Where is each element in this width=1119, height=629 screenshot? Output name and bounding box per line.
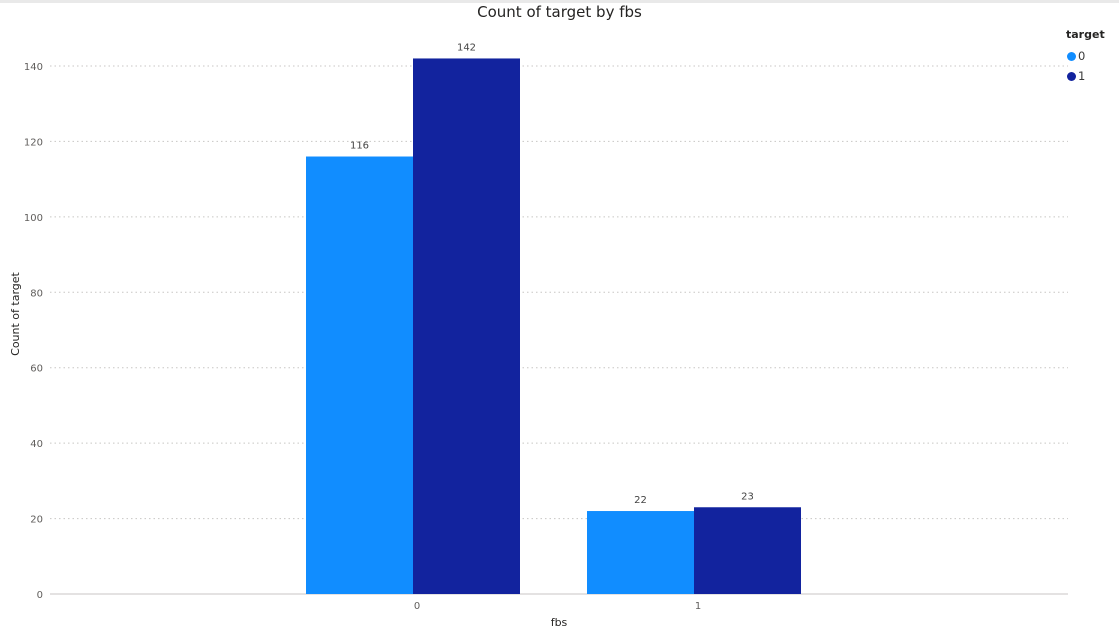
legend-item-1[interactable]: 1 bbox=[1066, 66, 1105, 86]
gridlines bbox=[50, 65, 1068, 595]
legend-label-0: 0 bbox=[1078, 49, 1086, 63]
data-label-fbs0-target1: 142 bbox=[457, 42, 476, 53]
legend-title: target bbox=[1066, 28, 1105, 41]
x-tick-label-0: 0 bbox=[414, 601, 420, 612]
data-label-fbs1-target0: 22 bbox=[634, 495, 647, 506]
y-tick-label-80: 80 bbox=[30, 288, 43, 299]
legend[interactable]: target 0 1 bbox=[1066, 28, 1105, 86]
y-axis-ticks: 0 20 40 60 80 100 120 140 bbox=[24, 62, 43, 601]
y-tick-label-140: 140 bbox=[24, 62, 43, 73]
y-axis-title: Count of target bbox=[9, 271, 22, 355]
chart-title: Count of target by fbs bbox=[477, 3, 642, 21]
bar-fbs0-target1[interactable] bbox=[413, 58, 520, 594]
bar-fbs1-target1[interactable] bbox=[694, 507, 801, 594]
legend-swatch-1 bbox=[1067, 71, 1076, 81]
legend-label-1: 1 bbox=[1078, 69, 1086, 83]
y-tick-label-120: 120 bbox=[24, 137, 43, 148]
legend-swatch-0 bbox=[1067, 51, 1076, 61]
bar-fbs0-target0[interactable] bbox=[306, 156, 413, 594]
data-label-fbs1-target1: 23 bbox=[741, 491, 754, 502]
y-tick-label-60: 60 bbox=[30, 364, 43, 375]
bars bbox=[306, 58, 801, 594]
y-tick-label-20: 20 bbox=[30, 515, 43, 526]
y-tick-label-0: 0 bbox=[37, 590, 43, 601]
y-tick-label-40: 40 bbox=[30, 439, 43, 450]
legend-item-0[interactable]: 0 bbox=[1066, 46, 1105, 66]
y-tick-label-100: 100 bbox=[24, 213, 43, 224]
top-border bbox=[0, 0, 1119, 3]
x-tick-label-1: 1 bbox=[695, 601, 701, 612]
data-label-fbs0-target0: 116 bbox=[350, 141, 369, 152]
data-labels: 116 142 22 23 bbox=[350, 42, 754, 506]
bar-fbs1-target0[interactable] bbox=[587, 511, 694, 594]
x-axis-title: fbs bbox=[551, 616, 568, 629]
